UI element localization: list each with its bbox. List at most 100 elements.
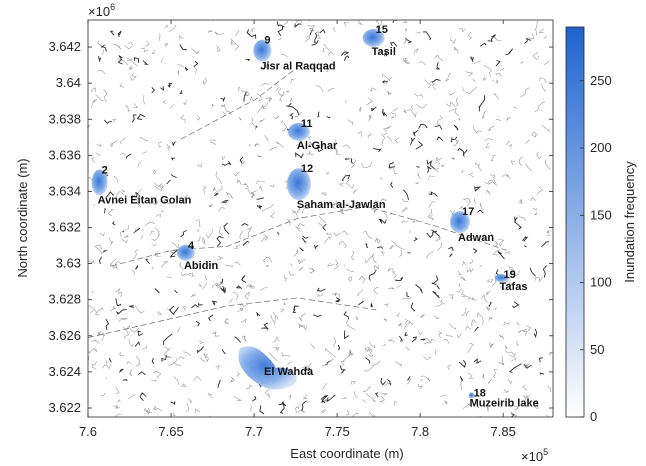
site-labels: 2 Avnei Eitan Golan 4 Abidin 9 Jisr al Raqqad… (98, 24, 539, 409)
terrain-stroke (465, 310, 470, 317)
terrain-stroke (350, 159, 356, 169)
terrain-stroke (498, 361, 505, 366)
terrain-stroke (383, 318, 387, 322)
terrain-stroke (374, 392, 379, 398)
terrain-stroke (273, 346, 280, 352)
terrain-stroke (129, 305, 135, 308)
terrain-stroke (338, 183, 344, 187)
site-number: 12 (301, 163, 313, 175)
terrain-stroke (440, 299, 445, 305)
terrain-stroke (151, 87, 156, 94)
terrain-stroke (362, 399, 366, 403)
terrain-stroke (451, 136, 458, 140)
terrain-stroke (347, 119, 354, 126)
terrain-stroke (449, 37, 456, 45)
terrain-stroke (447, 364, 452, 371)
colorbar-tick-label: 50 (590, 342, 604, 357)
terrain-stroke (128, 42, 133, 46)
terrain-stroke (394, 400, 397, 406)
terrain-stroke (166, 179, 171, 185)
terrain-stroke (493, 36, 502, 41)
terrain-stroke (445, 333, 454, 337)
terrain-stroke (131, 269, 135, 275)
terrain-stroke (276, 21, 285, 28)
terrain-stroke (135, 356, 141, 367)
terrain-stroke (416, 103, 428, 109)
terrain-stroke (538, 55, 540, 59)
terrain-stroke (413, 47, 419, 55)
terrain-stroke (256, 312, 261, 317)
lakes-layer (91, 29, 509, 399)
terrain-stroke (177, 326, 181, 333)
terrain-stroke (522, 394, 531, 401)
terrain-stroke (503, 321, 511, 326)
terrain-stroke (440, 164, 445, 167)
terrain-stroke (462, 86, 464, 91)
terrain-stroke (403, 20, 408, 23)
terrain-stroke (484, 138, 494, 142)
terrain-stroke (196, 115, 200, 121)
terrain-stroke (242, 335, 247, 342)
terrain-stroke (487, 379, 493, 384)
terrain-stroke (472, 78, 476, 83)
terrain-stroke (388, 167, 398, 174)
terrain-stroke (532, 52, 538, 61)
terrain-stroke (539, 372, 545, 375)
colorbar-tick-label: 100 (590, 275, 612, 290)
terrain-stroke (242, 183, 249, 189)
terrain-stroke (504, 345, 509, 350)
terrain-stroke (434, 315, 440, 320)
terrain-stroke (102, 249, 107, 253)
terrain-stroke (272, 336, 280, 343)
terrain-stroke (270, 212, 275, 218)
terrain-stroke (407, 376, 411, 381)
terrain-stroke (451, 157, 456, 161)
terrain-stroke (431, 275, 439, 286)
terrain-stroke (262, 101, 268, 111)
terrain-stroke (230, 376, 235, 383)
terrain-stroke (151, 266, 154, 270)
terrain-stroke (209, 139, 216, 142)
site-number: 15 (376, 24, 388, 36)
terrain-stroke (224, 108, 232, 116)
terrain-stroke (219, 279, 224, 284)
terrain-stroke (275, 141, 284, 148)
terrain-stroke (362, 386, 371, 393)
terrain-stroke (319, 28, 326, 34)
terrain-stroke (335, 148, 341, 155)
terrain-stroke (183, 351, 192, 356)
terrain-stroke (283, 302, 286, 306)
terrain-stroke (316, 287, 326, 292)
terrain-stroke (394, 277, 404, 282)
terrain-stroke (444, 400, 448, 405)
terrain-texture (88, 20, 553, 417)
terrain-stroke (365, 97, 373, 106)
terrain-stroke (281, 351, 291, 357)
terrain-stroke (448, 246, 454, 252)
terrain-stroke (107, 209, 114, 217)
terrain-stroke (135, 192, 139, 198)
terrain-stroke (211, 300, 218, 306)
terrain-stroke (269, 146, 278, 151)
terrain-stroke (291, 210, 299, 217)
terrain-stroke (221, 161, 232, 166)
terrain-stroke (456, 288, 463, 293)
terrain-stroke (162, 99, 167, 104)
terrain-stroke (197, 235, 201, 242)
terrain-stroke (277, 231, 280, 235)
terrain-stroke (317, 293, 324, 298)
terrain-stroke (357, 131, 363, 137)
terrain-stroke (522, 384, 528, 391)
terrain-stroke (152, 370, 162, 378)
terrain-stroke (358, 300, 364, 306)
terrain-stroke (420, 338, 427, 341)
terrain-stroke (524, 37, 532, 44)
x-axis-ticks: 7.6 7.65 7.7 7.75 7.8 7.85 (79, 20, 516, 439)
terrain-stroke (88, 347, 98, 354)
terrain-stroke (251, 28, 255, 33)
terrain-stroke (246, 29, 257, 39)
terrain-stroke (312, 64, 318, 69)
terrain-stroke (222, 287, 226, 294)
plot-area (88, 20, 553, 417)
terrain-stroke (321, 63, 326, 69)
